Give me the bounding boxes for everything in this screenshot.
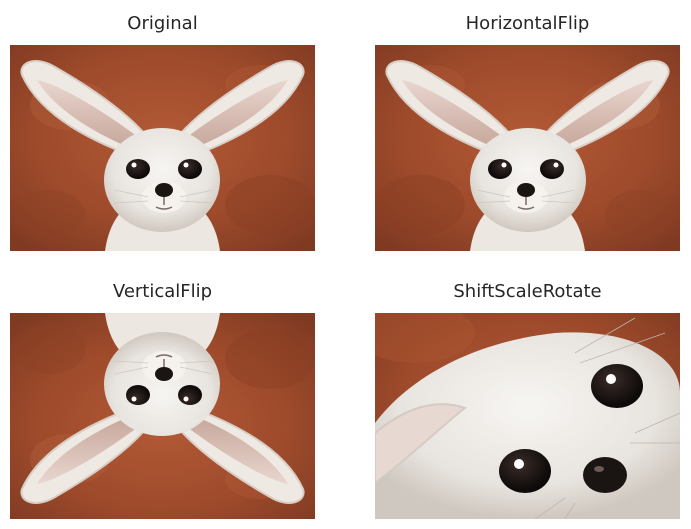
fox-image-horizontal-flip [375, 45, 680, 251]
panel-title: VerticalFlip [112, 281, 213, 302]
panel-title: ShiftScaleRotate [453, 281, 602, 302]
fox-image-shift-scale-rotate [375, 313, 680, 519]
panel-title: HorizontalFlip [465, 13, 590, 34]
fox-image-vertical-flip [10, 313, 315, 519]
panel-title: Original [127, 13, 198, 34]
fox-image-original [10, 45, 315, 251]
